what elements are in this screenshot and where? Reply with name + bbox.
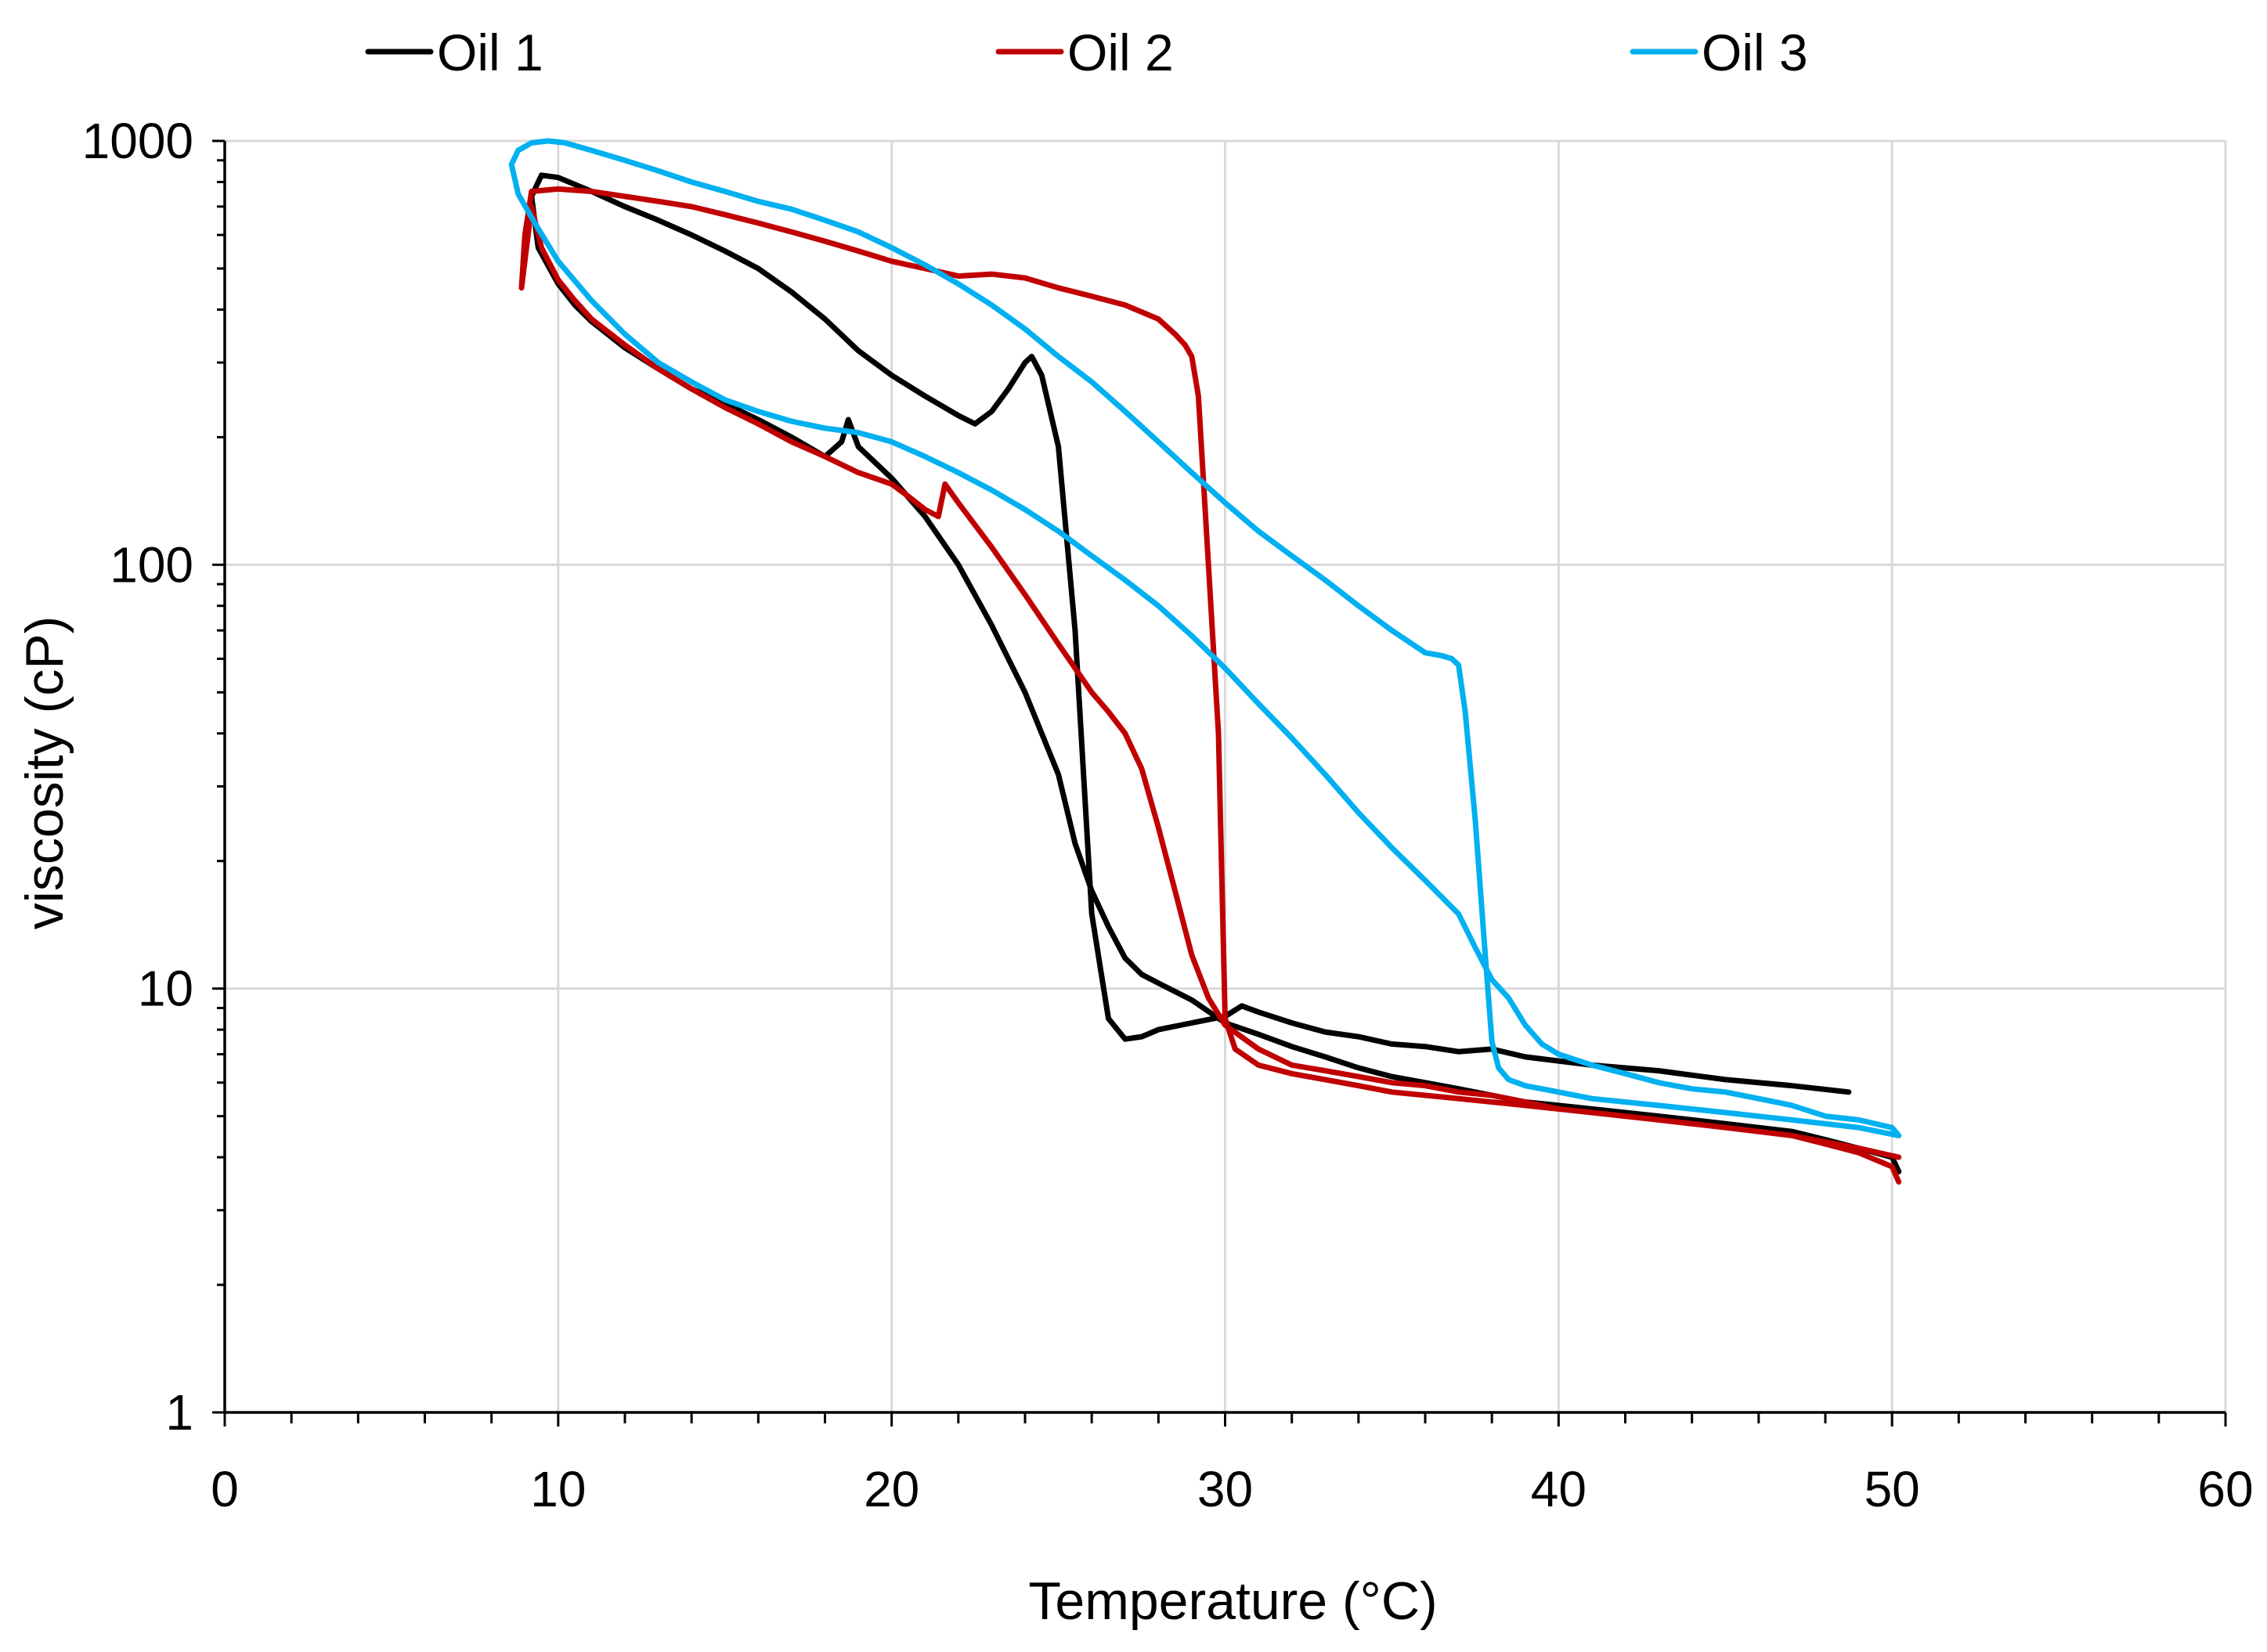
- y-tick-label: 1: [165, 1384, 193, 1441]
- legend-label-oil-2: Oil 2: [1067, 23, 1174, 81]
- plot-area: [508, 138, 1902, 1185]
- x-tick-label: 30: [1197, 1461, 1253, 1517]
- grid-lines: [225, 139, 2227, 1412]
- x-tick-label: 20: [864, 1461, 919, 1517]
- series-line-oil-2: [518, 186, 1902, 1185]
- x-tick-label: 0: [211, 1461, 239, 1517]
- legend: Oil 1 Oil 2 Oil 3: [365, 23, 1808, 81]
- legend-label-oil-3: Oil 3: [1702, 23, 1808, 81]
- y-tick-label: 100: [110, 536, 193, 593]
- x-tick-label: 50: [1864, 1461, 1920, 1517]
- ticks: [212, 139, 2227, 1427]
- x-tick-label: 10: [530, 1461, 586, 1517]
- x-axis-title: Temperature (°C): [1028, 1571, 1437, 1631]
- y-tick-label: 1000: [82, 113, 193, 169]
- y-tick-label: 10: [138, 961, 193, 1017]
- series-line-oil-3: [508, 138, 1902, 1138]
- legend-label-oil-1: Oil 1: [437, 23, 543, 81]
- x-tick-label: 60: [2197, 1461, 2253, 1517]
- x-tick-label: 40: [1531, 1461, 1587, 1517]
- tick-labels: 0 10 20 30 40 50 60 1 10 100 1000: [82, 113, 2254, 1517]
- y-axis-title: viscosity (cP): [15, 616, 74, 929]
